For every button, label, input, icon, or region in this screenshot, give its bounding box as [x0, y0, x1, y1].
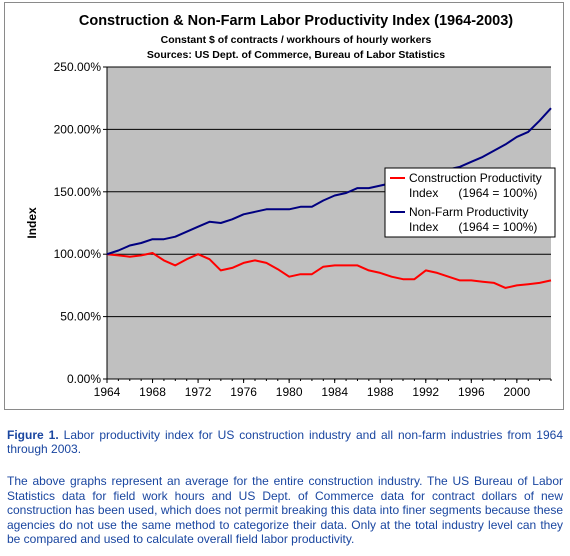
figure-caption: Figure 1. Labor productivity index for U… — [7, 428, 563, 456]
series-layer — [106, 107, 552, 289]
y-tick-label: 50.00% — [60, 310, 101, 324]
legend-label-nonfarm-line-1: Non-Farm Productivity — [409, 205, 528, 219]
x-tick-label: 1972 — [185, 385, 212, 399]
x-tick-label: 1980 — [276, 385, 303, 399]
legend-label-construction-line-2: Index (1964 = 100%) — [409, 186, 537, 200]
x-tick-label: 1984 — [321, 385, 348, 399]
x-tick-label: 1996 — [458, 385, 485, 399]
chart-title: Construction & Non-Farm Labor Productivi… — [79, 13, 513, 29]
x-tick-label: 1992 — [412, 385, 439, 399]
chart-svg: Construction & Non-Farm Labor Productivi… — [25, 13, 556, 399]
body-paragraph: The above graphs represent an average fo… — [7, 474, 563, 547]
y-tick-label: 0.00% — [67, 372, 101, 386]
x-tick-label: 1976 — [230, 385, 257, 399]
y-axis-label: Index — [25, 207, 39, 239]
y-tick-label: 250.00% — [54, 60, 102, 74]
x-tick-label: 1988 — [367, 385, 394, 399]
caption-label: Figure 1. — [7, 428, 59, 442]
series-line-construction — [106, 252, 552, 289]
x-tick-label: 1968 — [139, 385, 166, 399]
chart-subtitle-line-2: Sources: US Dept. of Commerce, Bureau of… — [147, 49, 445, 61]
x-tick-label: 2000 — [503, 385, 530, 399]
axes: 0.00% 50.00% 100.00% 150.00% 200.00% 250.00% 1… — [54, 60, 552, 399]
chart-subtitle-line-1: Constant $ of contracts / workhours of h… — [161, 34, 432, 46]
caption-text: Labor productivity index for US construc… — [7, 428, 564, 456]
series-line-nonfarm — [106, 107, 552, 256]
chart-container: Construction & Non-Farm Labor Productivi… — [4, 2, 564, 410]
legend-label-construction-line-1: Construction Productivity — [409, 171, 542, 185]
legend: Construction Productivity Index (1964 = … — [384, 167, 556, 238]
x-tick-label: 1964 — [94, 385, 121, 399]
y-tick-label: 200.00% — [54, 122, 102, 136]
y-tick-label: 100.00% — [54, 247, 102, 261]
legend-box — [384, 167, 556, 238]
y-tick-label: 150.00% — [54, 185, 102, 199]
legend-label-nonfarm-line-2: Index (1964 = 100%) — [409, 220, 537, 234]
